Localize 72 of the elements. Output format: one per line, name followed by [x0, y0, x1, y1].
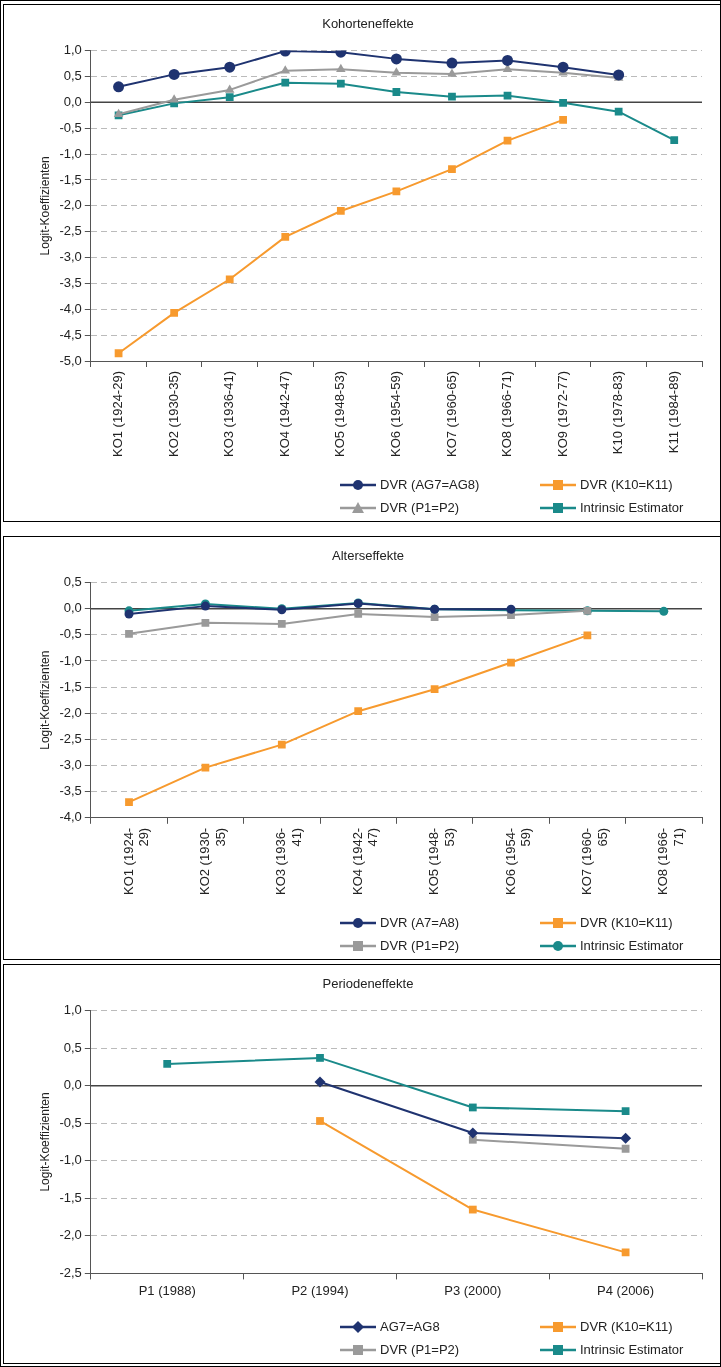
y-tick-label: -3,0 [59, 757, 82, 773]
y-axis-title: Logit-Koeffizienten [37, 650, 52, 750]
y-tick-label: -2,5 [59, 1264, 82, 1280]
x-tick-label: KO4 (1942-47) [276, 371, 292, 458]
legend-label: Intrinsic Estimator [580, 500, 684, 515]
legend-label: DVR (A7=A8) [380, 915, 460, 930]
y-tick-label: -5,0 [59, 352, 82, 368]
x-tick-label: KO3 (1936-41) [273, 827, 304, 895]
y-tick-label: -2,0 [59, 1227, 82, 1243]
legend-label: Intrinsic Estimator [580, 938, 684, 953]
y-tick-label: -1,5 [59, 678, 82, 694]
x-tick-label: KO3 (1936-41) [221, 371, 237, 458]
x-tick-label: KO9 (1972-77) [554, 371, 570, 458]
y-tick-label: 0,0 [63, 1077, 82, 1093]
legend-label: DVR (P1=P2) [380, 1342, 460, 1357]
x-tick-label: KO6 (1954-59) [387, 371, 403, 458]
y-tick-label: -0,5 [59, 1114, 82, 1130]
x-tick-label: KO6 (1954-59) [502, 827, 534, 895]
x-tick-label: P2 (1994) [291, 1282, 349, 1298]
y-tick-label: -1,5 [59, 1189, 82, 1205]
legend-label: AG7=AG8 [380, 1319, 440, 1334]
y-tick-label: -3,5 [59, 783, 82, 799]
y-tick-label: -1,0 [59, 145, 82, 161]
x-tick-label: KO4 (1942-47) [349, 827, 381, 895]
y-tick-label: -2,5 [59, 223, 82, 239]
y-tick-label: -1,5 [59, 171, 82, 187]
x-tick-label: P3 (2000) [444, 1282, 502, 1298]
legend-label: DVR (P1=P2) [380, 938, 460, 953]
chart-title: Kohorteneffekte [322, 16, 414, 32]
y-axis-title: Logit-Koeffizienten [37, 156, 52, 256]
chart-title: Alterseffekte [331, 548, 405, 564]
y-tick-label: -0,5 [59, 119, 82, 135]
y-tick-label: -4,5 [59, 326, 82, 342]
legend-label: DVR (K10=K11) [580, 477, 673, 492]
legend-label: DVR (K10=K11) [580, 1319, 673, 1334]
x-tick-label: KO5 (1948-53) [332, 371, 348, 458]
y-tick-label: -1,0 [59, 1152, 82, 1168]
y-tick-label: 0,0 [63, 93, 82, 109]
y-tick-label: -4,0 [59, 809, 82, 825]
y-tick-label: -3,0 [59, 249, 82, 265]
y-axis-title: Logit-Koeffizienten [37, 1092, 52, 1192]
x-tick-label: KO8 (1966-71) [499, 371, 515, 458]
x-tick-label: KO2 (1930-35) [165, 371, 181, 458]
y-tick-label: -1,0 [59, 652, 82, 668]
y-tick-label: 0,5 [63, 574, 82, 590]
x-tick-label: KO1 (1924-29) [110, 371, 126, 458]
x-tick-label: P1 (1988) [138, 1282, 196, 1298]
y-tick-label: 1,0 [63, 1002, 82, 1018]
x-tick-label: KO7 (1960-65) [578, 827, 610, 895]
y-tick-label: -2,0 [59, 704, 82, 720]
x-tick-label: KO1 (1924-29) [120, 827, 152, 895]
y-tick-label: -2,0 [59, 197, 82, 213]
y-tick-label: 0,0 [63, 600, 82, 616]
y-tick-label: 1,0 [63, 42, 82, 58]
y-tick-label: -0,5 [59, 626, 82, 642]
y-tick-label: -4,0 [59, 300, 82, 316]
y-tick-label: -2,5 [59, 730, 82, 746]
x-tick-label: P4 (2006) [597, 1282, 655, 1298]
y-tick-label: 0,5 [63, 1039, 82, 1055]
x-tick-label: KO7 (1960-65) [443, 371, 459, 458]
y-tick-label: -3,5 [59, 274, 82, 290]
x-tick-label: KO8 (1966-71) [655, 827, 686, 895]
legend-label: DVR (P1=P2) [380, 500, 460, 515]
legend-label: DVR (AG7=AG8) [380, 477, 480, 492]
legend-label: Intrinsic Estimator [580, 1342, 684, 1357]
chart-title: Periodeneffekte [322, 976, 414, 992]
x-tick-label: KO2 (1930-35) [196, 827, 228, 895]
y-tick-label: 0,5 [63, 68, 82, 84]
x-tick-label: K10 (1978-83) [610, 371, 626, 455]
x-tick-label: K11 (1984-89) [665, 371, 681, 454]
legend-label: DVR (K10=K11) [580, 915, 673, 930]
x-tick-label: KO5 (1948-53) [426, 827, 457, 895]
